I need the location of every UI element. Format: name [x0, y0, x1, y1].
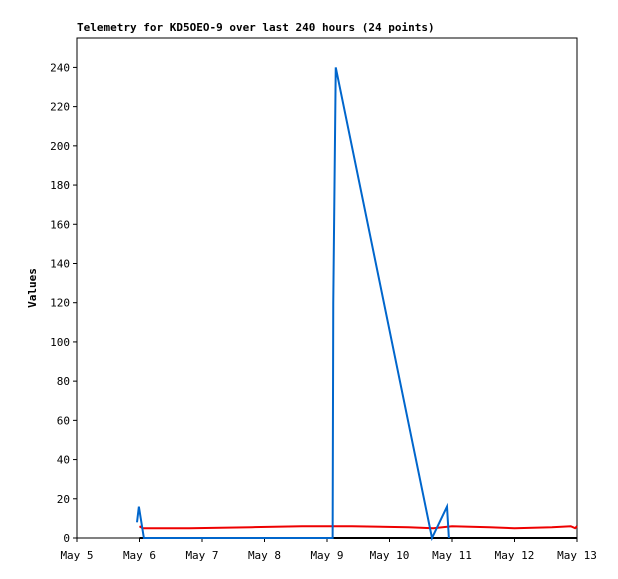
- chart-title: Telemetry for KD5OEO-9 over last 240 hou…: [77, 21, 435, 34]
- x-tick-label: May 6: [123, 549, 156, 562]
- y-tick-label: 160: [50, 218, 70, 231]
- x-tick-label: May 7: [185, 549, 218, 562]
- y-axis-label: Values: [26, 268, 39, 308]
- y-tick-label: 120: [50, 297, 70, 310]
- y-tick-label: 60: [57, 414, 70, 427]
- x-tick-label: May 8: [248, 549, 281, 562]
- y-tick-label: 200: [50, 140, 70, 153]
- y-tick-label: 80: [57, 375, 70, 388]
- y-tick-label: 20: [57, 493, 70, 506]
- y-tick-label: 100: [50, 336, 70, 349]
- y-tick-label: 140: [50, 257, 70, 270]
- x-tick-label: May 10: [370, 549, 410, 562]
- x-tick-label: May 13: [557, 549, 597, 562]
- x-tick-label: May 9: [310, 549, 343, 562]
- y-tick-label: 180: [50, 179, 70, 192]
- plot-frame: [76, 37, 578, 539]
- x-tick-label: May 5: [60, 549, 93, 562]
- series-line: [136, 67, 450, 542]
- x-tick-label: May 12: [495, 549, 535, 562]
- y-tick-label: 0: [63, 532, 70, 545]
- y-tick-label: 220: [50, 101, 70, 114]
- series-line: [138, 525, 578, 530]
- x-tick-label: May 11: [432, 549, 472, 562]
- y-tick-label: 40: [57, 454, 70, 467]
- y-tick-label: 240: [50, 61, 70, 74]
